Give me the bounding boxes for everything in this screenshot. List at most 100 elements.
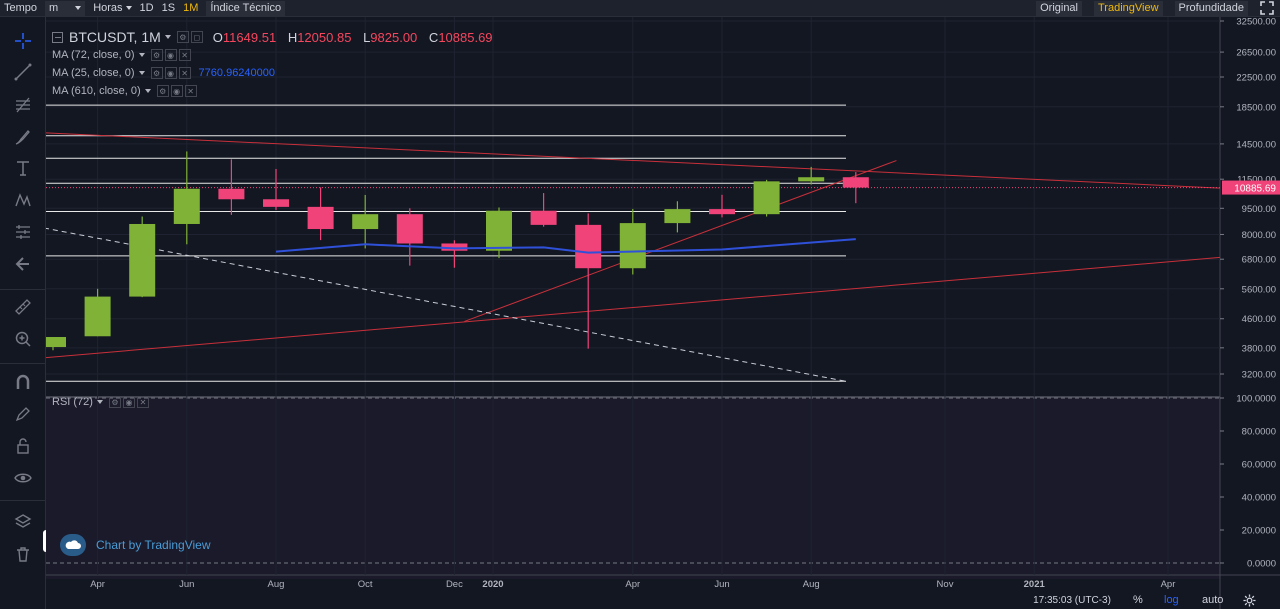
candle-body xyxy=(575,224,602,269)
ruler-tool[interactable] xyxy=(11,295,35,319)
gear-icon xyxy=(1243,594,1256,607)
stay-drawing-tool[interactable] xyxy=(11,402,35,426)
settings-mini-icon[interactable]: ⚙ xyxy=(150,67,163,79)
candle-body xyxy=(753,181,780,215)
price-tick-label: 14500.00 xyxy=(1236,139,1276,150)
chart-settings-button[interactable] xyxy=(1243,592,1256,609)
time-tick-label: Oct xyxy=(358,579,373,590)
percent-toggle[interactable]: % xyxy=(1133,594,1143,606)
grid xyxy=(46,17,1280,609)
ma-line xyxy=(275,238,856,254)
candle-body xyxy=(218,188,245,200)
trend-lines xyxy=(46,132,1221,382)
rsi-tick-label: 100.0000 xyxy=(1236,394,1276,405)
symbol-title[interactable]: BTCUSDT, 1M xyxy=(69,29,161,45)
price-tick-label: 26500.00 xyxy=(1236,48,1276,59)
price-tick-label: 3800.00 xyxy=(1242,343,1276,354)
time-tick-label: Jun xyxy=(179,579,194,590)
collapse-legend-button[interactable] xyxy=(52,31,63,43)
candle-body xyxy=(307,206,334,230)
hide-mini-icon[interactable]: ◻ xyxy=(190,31,203,43)
price-chart[interactable]: 32500.00 26500.00 22500.00 18500.00 14500.00… xyxy=(46,17,1280,609)
candle-body xyxy=(173,188,200,224)
crosshair-icon xyxy=(15,33,31,49)
last-price-label: 10885.69 xyxy=(1234,184,1276,195)
lock-tool[interactable] xyxy=(11,434,35,458)
candle-body xyxy=(530,210,557,225)
eye-icon xyxy=(14,473,32,483)
trendline-tool[interactable] xyxy=(11,60,35,84)
pattern-tool[interactable] xyxy=(11,188,35,212)
crosshair-tool[interactable] xyxy=(11,29,35,53)
rsi-tick-label: 20.0000 xyxy=(1242,526,1276,537)
close-mini-icon[interactable]: ✕ xyxy=(136,396,149,408)
interval-1s[interactable]: 1S xyxy=(161,1,176,14)
top-toolbar: Tempo m Horas 1D 1S 1M Índice Técnico Or… xyxy=(0,0,1280,17)
log-toggle[interactable]: log xyxy=(1164,594,1179,606)
ma-25-line xyxy=(275,238,856,254)
candle-body xyxy=(664,209,691,224)
tradingview-watermark[interactable]: Chart by TradingView xyxy=(60,534,211,556)
sidebar-divider xyxy=(0,363,46,364)
eye-mini-icon[interactable]: ◉ xyxy=(122,396,135,408)
drawing-tools-sidebar xyxy=(0,17,46,609)
text-tool[interactable] xyxy=(11,156,35,180)
close-mini-icon[interactable]: ✕ xyxy=(178,49,191,61)
zoom-tool[interactable] xyxy=(11,327,35,351)
ascending-support-line xyxy=(46,256,1221,359)
settings-mini-icon[interactable]: ⚙ xyxy=(150,49,163,61)
candles xyxy=(46,151,869,351)
chart-legend: BTCUSDT, 1M ⚙ ◻ O11649.51 H12050.85 L9825… xyxy=(52,28,501,100)
time-tick-label: 2020 xyxy=(482,579,503,590)
auto-toggle[interactable]: auto xyxy=(1202,594,1224,606)
interval-1d[interactable]: 1D xyxy=(139,1,154,14)
magnet-tool[interactable] xyxy=(11,370,35,394)
magnet-icon xyxy=(16,374,30,389)
visibility-tool[interactable] xyxy=(11,466,35,490)
candle-body xyxy=(709,209,735,215)
view-original[interactable]: Original xyxy=(1030,0,1088,17)
price-tick-label: 6800.00 xyxy=(1242,255,1276,266)
remove-drawings-tool[interactable] xyxy=(11,542,35,566)
view-tradingview[interactable]: TradingView xyxy=(1088,0,1169,17)
ma-72-row[interactable]: MA (72, close, 0) ⚙ ◉ ✕ xyxy=(52,46,501,64)
horizontal-levels xyxy=(46,104,846,382)
time-tick-label: Apr xyxy=(1161,579,1176,590)
chevron-down-icon xyxy=(164,35,171,39)
candle-body xyxy=(441,243,468,251)
sidebar-divider xyxy=(0,500,46,501)
ma-610-row[interactable]: MA (610, close, 0) ⚙ ◉ ✕ xyxy=(52,82,501,100)
tempo-label: Tempo xyxy=(4,1,38,14)
back-button[interactable] xyxy=(11,252,35,276)
sidebar-divider xyxy=(0,289,46,290)
minute-dropdown[interactable]: m xyxy=(41,0,89,17)
time-tick-label: Apr xyxy=(625,579,640,590)
eye-mini-icon[interactable]: ◉ xyxy=(164,67,177,79)
view-depth[interactable]: Profundidade xyxy=(1169,0,1254,17)
close-mini-icon[interactable]: ✕ xyxy=(184,85,197,97)
fullscreen-button[interactable] xyxy=(1254,0,1280,17)
settings-mini-icon[interactable]: ⚙ xyxy=(156,85,169,97)
measure-tool[interactable] xyxy=(11,220,35,244)
last-price-label-bg xyxy=(1222,180,1280,195)
time-tick-label: Jun xyxy=(714,579,729,590)
object-tree-tool[interactable] xyxy=(11,510,35,534)
interval-1m[interactable]: 1M xyxy=(183,1,199,14)
cloud-logo-icon xyxy=(60,534,86,556)
eye-mini-icon[interactable]: ◉ xyxy=(164,49,177,61)
settings-mini-icon[interactable]: ⚙ xyxy=(108,396,121,408)
fib-tool[interactable] xyxy=(11,93,35,117)
symbol-actions: ⚙ ◻ xyxy=(176,31,205,43)
brush-tool[interactable] xyxy=(11,125,35,149)
ma-25-row[interactable]: MA (25, close, 0) ⚙ ◉ ✕ 7760.96240000 xyxy=(52,67,276,79)
indicators-button[interactable]: Índice Técnico xyxy=(202,0,289,17)
close-mini-icon[interactable]: ✕ xyxy=(178,67,191,79)
hours-dropdown[interactable]: Horas xyxy=(89,0,135,17)
fib-icon xyxy=(16,97,30,113)
candle-body xyxy=(263,199,289,207)
layers-icon xyxy=(14,514,32,528)
settings-mini-icon[interactable]: ⚙ xyxy=(176,31,189,43)
eye-mini-icon[interactable]: ◉ xyxy=(170,85,183,97)
price-tick-label: 32500.00 xyxy=(1236,17,1276,28)
rsi-legend[interactable]: RSI (72) ⚙ ◉ ✕ xyxy=(52,395,151,409)
